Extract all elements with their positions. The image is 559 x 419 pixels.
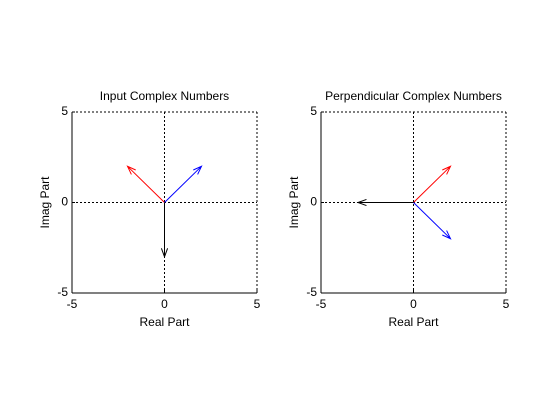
chart-title: Perpendicular Complex Numbers [325,89,502,103]
arrow [413,202,452,240]
x-tick-label: -5 [316,297,327,311]
x-tick-label: 0 [410,297,417,311]
x-tick-label: 5 [503,297,510,311]
y-axis-label: Imag Part [287,176,301,229]
x-tick-label: 5 [254,297,261,311]
y-axis-label: Imag Part [38,176,52,229]
chart-title: Input Complex Numbers [100,89,229,103]
x-tick-label: 0 [161,297,168,311]
arrow [126,165,165,203]
x-axis-label: Real Part [139,315,190,329]
y-tick-label: 0 [310,195,317,209]
x-axis-label: Real Part [388,315,439,329]
y-tick-label: -5 [306,285,317,299]
arrow [356,198,414,207]
arrow [164,165,203,203]
arrow [413,165,452,203]
y-tick-label: 5 [61,104,68,118]
y-tick-label: -5 [57,285,68,299]
x-tick-label: -5 [67,297,78,311]
y-tick-label: 5 [310,104,317,118]
arrow [160,202,169,259]
y-tick-label: 0 [61,195,68,209]
